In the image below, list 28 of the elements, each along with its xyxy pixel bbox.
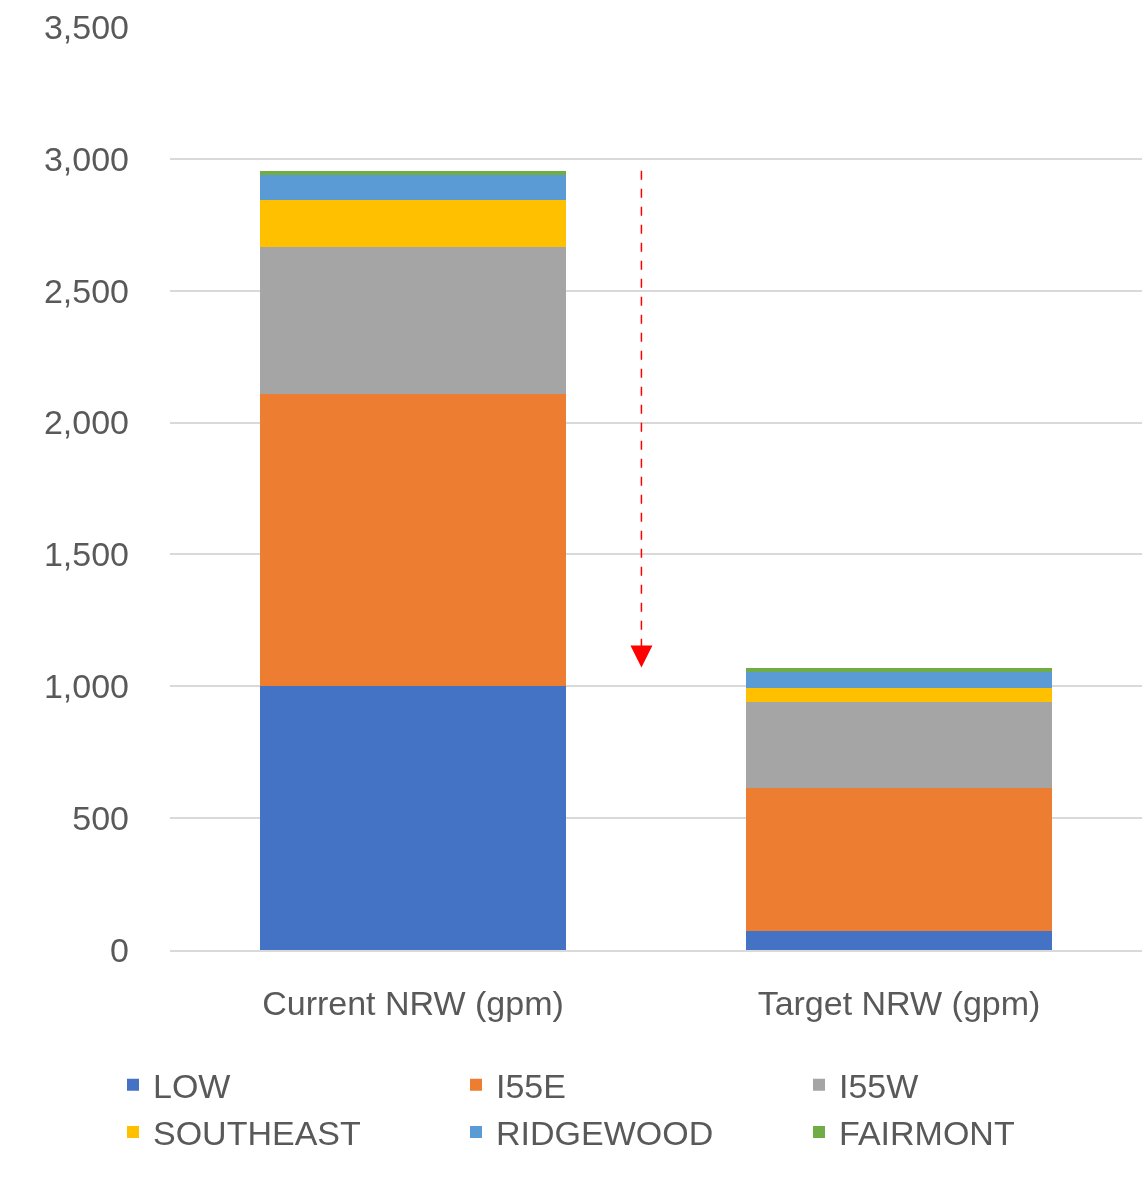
x-tick-label: Current NRW (gpm) [262, 983, 564, 1022]
bar [745, 687, 1053, 703]
y-tick-label: 3,500 [43, 7, 129, 46]
y-tick-label: 3,000 [43, 139, 129, 178]
y-tick-label: 2,500 [43, 271, 129, 310]
y-tick-label: 2,000 [43, 403, 129, 442]
bar [745, 667, 1053, 672]
legend-label: I55E [496, 1067, 566, 1106]
bar [259, 393, 567, 687]
legend-label: SOUTHEAST [153, 1114, 361, 1153]
bar [259, 170, 567, 175]
bar [745, 671, 1053, 688]
legend-label: LOW [153, 1067, 231, 1106]
bar [745, 931, 1053, 950]
legend-label: I55W [839, 1067, 919, 1106]
y-tick-label: 1,000 [43, 667, 129, 706]
y-tick-label: 1,500 [43, 535, 129, 574]
bar [259, 686, 567, 950]
bar [745, 702, 1053, 788]
bar [259, 199, 567, 248]
y-tick-label: 500 [72, 799, 129, 838]
legend-label: RIDGEWOOD [496, 1114, 714, 1153]
bar [745, 787, 1053, 932]
bar [259, 174, 567, 200]
legend-label: FAIRMONT [839, 1114, 1015, 1153]
x-tick-label: Target NRW (gpm) [757, 983, 1041, 1022]
y-tick-label: 0 [110, 930, 129, 969]
bar [259, 247, 567, 394]
